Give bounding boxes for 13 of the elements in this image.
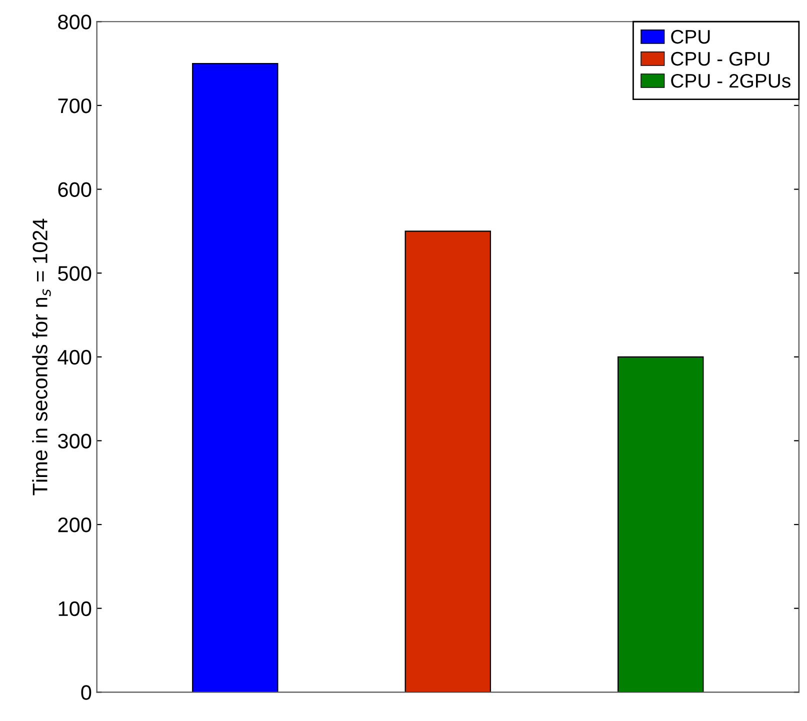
y-tick-label: 800 <box>58 14 92 30</box>
y-tick-label: 300 <box>58 434 92 448</box>
y-tick-label: 100 <box>58 601 92 616</box>
y-axis-title: Time in seconds for n$_{s}$ = 1024 <box>32 218 51 496</box>
y-tick-label: 0 <box>81 685 92 700</box>
legend-label: CPU - 2GPUs <box>671 74 790 88</box>
y-tick-label: 700 <box>58 98 92 114</box>
y-tick-label: 500 <box>58 266 92 281</box>
legend-label: CPU <box>671 30 710 44</box>
y-tick-label: 400 <box>58 350 92 365</box>
legend-label: CPU - GPU <box>671 52 770 66</box>
y-tick-label: 200 <box>58 518 92 532</box>
y-tick-label: 600 <box>58 182 92 198</box>
